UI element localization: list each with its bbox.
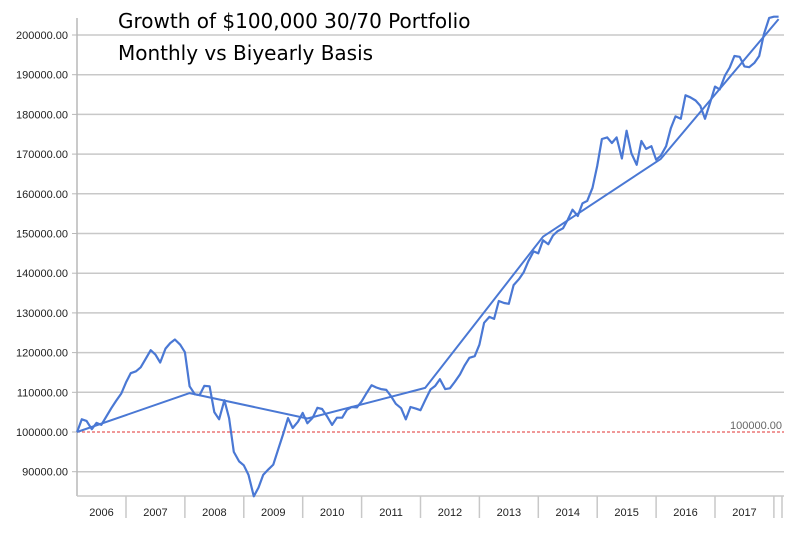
data-points bbox=[77, 16, 779, 497]
gridlines bbox=[77, 34, 784, 473]
y-tick-label: 130000.00 bbox=[16, 308, 68, 320]
y-tick-label: 110000.00 bbox=[17, 387, 68, 399]
x-tick-label: 2016 bbox=[673, 507, 697, 519]
y-tick-label: 120000.00 bbox=[16, 348, 68, 360]
x-tick-label: 2009 bbox=[261, 507, 285, 519]
chart-subtitle: Monthly vs Biyearly Basis bbox=[118, 41, 373, 65]
x-tick-label: 2011 bbox=[379, 507, 403, 519]
chart-title: Growth of $100,000 30/70 Portfolio bbox=[118, 9, 470, 33]
y-tick-label: 190000.00 bbox=[16, 70, 68, 82]
x-tick-label: 2010 bbox=[320, 507, 344, 519]
x-tick-label: 2007 bbox=[143, 507, 167, 519]
y-tick-label: 90000.00 bbox=[22, 467, 68, 479]
series-biyearly-line bbox=[76, 18, 780, 433]
y-tick-label: 150000.00 bbox=[16, 229, 68, 241]
x-tick-label: 2012 bbox=[438, 507, 462, 519]
y-tick-label: 100000.00 bbox=[16, 427, 68, 439]
x-tick-label: 2015 bbox=[614, 507, 638, 519]
x-tick-label: 2006 bbox=[89, 507, 113, 519]
y-tick-label: 160000.00 bbox=[16, 189, 68, 201]
y-axis-labels: 90000.00 100000.00 110000.00 120000.00 13000… bbox=[16, 30, 77, 479]
x-tick-label: 2008 bbox=[202, 507, 226, 519]
x-axis-ticks: 2006 2007 2008 2009 2010 2011 2012 2013 2014 2015… bbox=[89, 496, 783, 519]
reference-line-label: 100000.00 bbox=[730, 420, 782, 432]
x-tick-label: 2013 bbox=[497, 507, 521, 519]
series-monthly-line bbox=[76, 15, 779, 498]
x-tick-label: 2017 bbox=[732, 507, 756, 519]
x-tick-label: 2014 bbox=[556, 507, 580, 519]
y-tick-label: 170000.00 bbox=[16, 149, 68, 161]
y-tick-label: 140000.00 bbox=[16, 268, 68, 280]
y-tick-label: 200000.00 bbox=[16, 30, 68, 42]
y-tick-label: 180000.00 bbox=[16, 109, 68, 121]
